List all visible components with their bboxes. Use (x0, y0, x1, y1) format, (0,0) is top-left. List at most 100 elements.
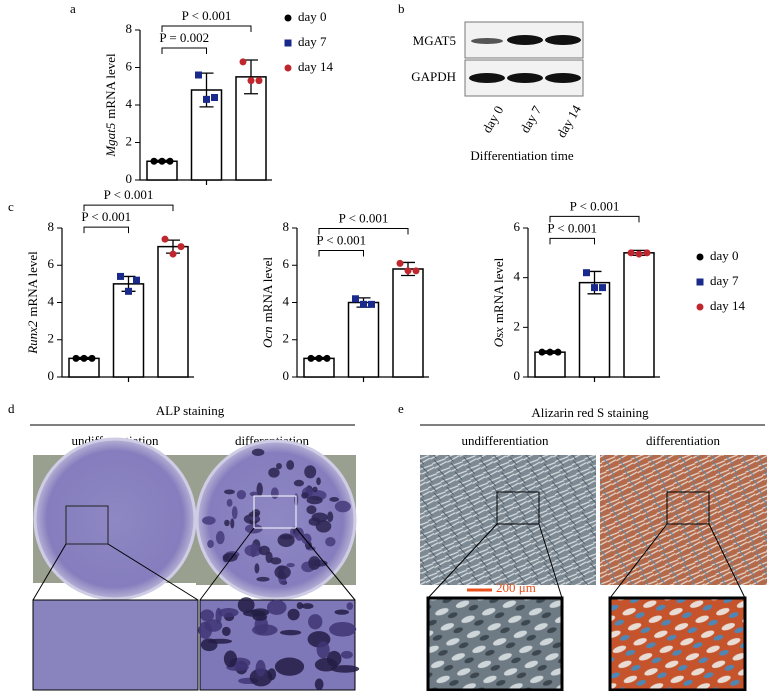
data-point (125, 287, 132, 295)
panel-label: d (8, 401, 15, 416)
p-value: P < 0.001 (104, 187, 154, 202)
stain-blob (254, 563, 260, 574)
data-point (315, 354, 323, 362)
legend-marker (696, 253, 704, 261)
y-label-gene: Runx2 (25, 320, 40, 355)
p-value: P < 0.001 (547, 220, 597, 235)
stain-blob (301, 533, 312, 545)
stain-blob (218, 607, 239, 618)
stain-blob (308, 556, 321, 570)
stain-blob (200, 609, 215, 622)
data-point (150, 157, 158, 165)
y-label-text: mRNA level (260, 257, 275, 323)
stain-blob (296, 602, 304, 610)
stain-blob (244, 544, 263, 557)
protein-label: MGAT5 (413, 33, 456, 48)
lane-label: day 14 (553, 102, 584, 140)
y-tick-label: 8 (48, 219, 55, 234)
data-point (323, 354, 331, 362)
legend-label: day 14 (710, 298, 746, 313)
data-point (158, 157, 166, 165)
stain-blob (202, 516, 216, 525)
stain-blob (301, 603, 314, 610)
significance-bracket (83, 226, 129, 234)
data-point (404, 267, 412, 275)
y-tick-label: 0 (514, 368, 521, 383)
lane-label: day 7 (517, 103, 545, 136)
data-point (635, 250, 643, 258)
data-point (599, 284, 606, 292)
stain-blob (327, 511, 334, 523)
data-point (133, 276, 140, 284)
bar (392, 268, 424, 378)
stain-blob (274, 657, 305, 676)
legend-label: day 7 (710, 273, 739, 288)
y-tick-label: 0 (126, 171, 133, 186)
stain-blob (346, 602, 354, 610)
legend-marker (696, 303, 704, 311)
stain-blob (223, 650, 237, 668)
stain-blob (306, 495, 323, 505)
y-tick-label: 4 (283, 293, 290, 308)
y-tick-label: 6 (514, 219, 521, 234)
bar (534, 351, 566, 378)
bar (623, 252, 655, 378)
stain-blob (280, 629, 302, 636)
significance-bracket (549, 215, 640, 223)
stain-blob (222, 554, 230, 563)
p-value: P < 0.001 (316, 232, 366, 247)
legend-marker (284, 39, 292, 47)
stain-blob (312, 486, 318, 493)
stain-blob (279, 534, 293, 540)
stain-blob (251, 448, 265, 456)
y-label-text: mRNA level (491, 257, 506, 323)
stain-blob (314, 678, 324, 691)
stain-blob (276, 463, 282, 470)
data-point (211, 94, 218, 101)
bar (112, 283, 145, 378)
stain-blob (224, 519, 230, 527)
legend-marker (284, 64, 292, 72)
stain-blob (198, 621, 213, 639)
stain-blob (314, 658, 338, 672)
stain-blob (270, 487, 279, 500)
panel-label: e (398, 401, 404, 416)
p-value: P < 0.001 (339, 210, 389, 225)
y-tick-label: 6 (126, 58, 133, 73)
stain-blob (330, 665, 360, 673)
y-tick-label: 2 (126, 133, 133, 148)
data-point (412, 267, 420, 275)
y-label-gene: Osx (491, 327, 506, 347)
bar (578, 281, 611, 378)
data-point (80, 354, 88, 362)
legend-marker (284, 14, 292, 22)
bar (347, 301, 380, 378)
stain-blob (311, 512, 328, 523)
legend-label: day 14 (298, 59, 334, 74)
stain-blob (265, 551, 273, 563)
stain-blob (258, 545, 270, 556)
data-point (247, 77, 255, 85)
data-point (368, 300, 375, 308)
stain-blob (286, 460, 295, 470)
panel-label: c (8, 199, 14, 214)
data-point (195, 71, 202, 79)
stain-blob (224, 489, 235, 495)
y-axis-label: Mgat5 mRNA level (103, 53, 118, 158)
data-point (72, 354, 80, 362)
y-label-text: mRNA level (25, 251, 40, 317)
y-axis-label: Ocn mRNA level (260, 257, 275, 348)
stain-blob (207, 539, 214, 549)
y-tick-label: 4 (48, 293, 55, 308)
data-point (255, 77, 263, 85)
stain-blob (266, 599, 287, 615)
error-bar (244, 59, 258, 95)
data-point (546, 348, 554, 356)
data-point (643, 249, 651, 257)
stain-blob (334, 500, 351, 513)
data-point (161, 235, 169, 243)
data-point (239, 58, 247, 66)
data-point (166, 157, 174, 165)
significance-bracket (549, 237, 595, 245)
